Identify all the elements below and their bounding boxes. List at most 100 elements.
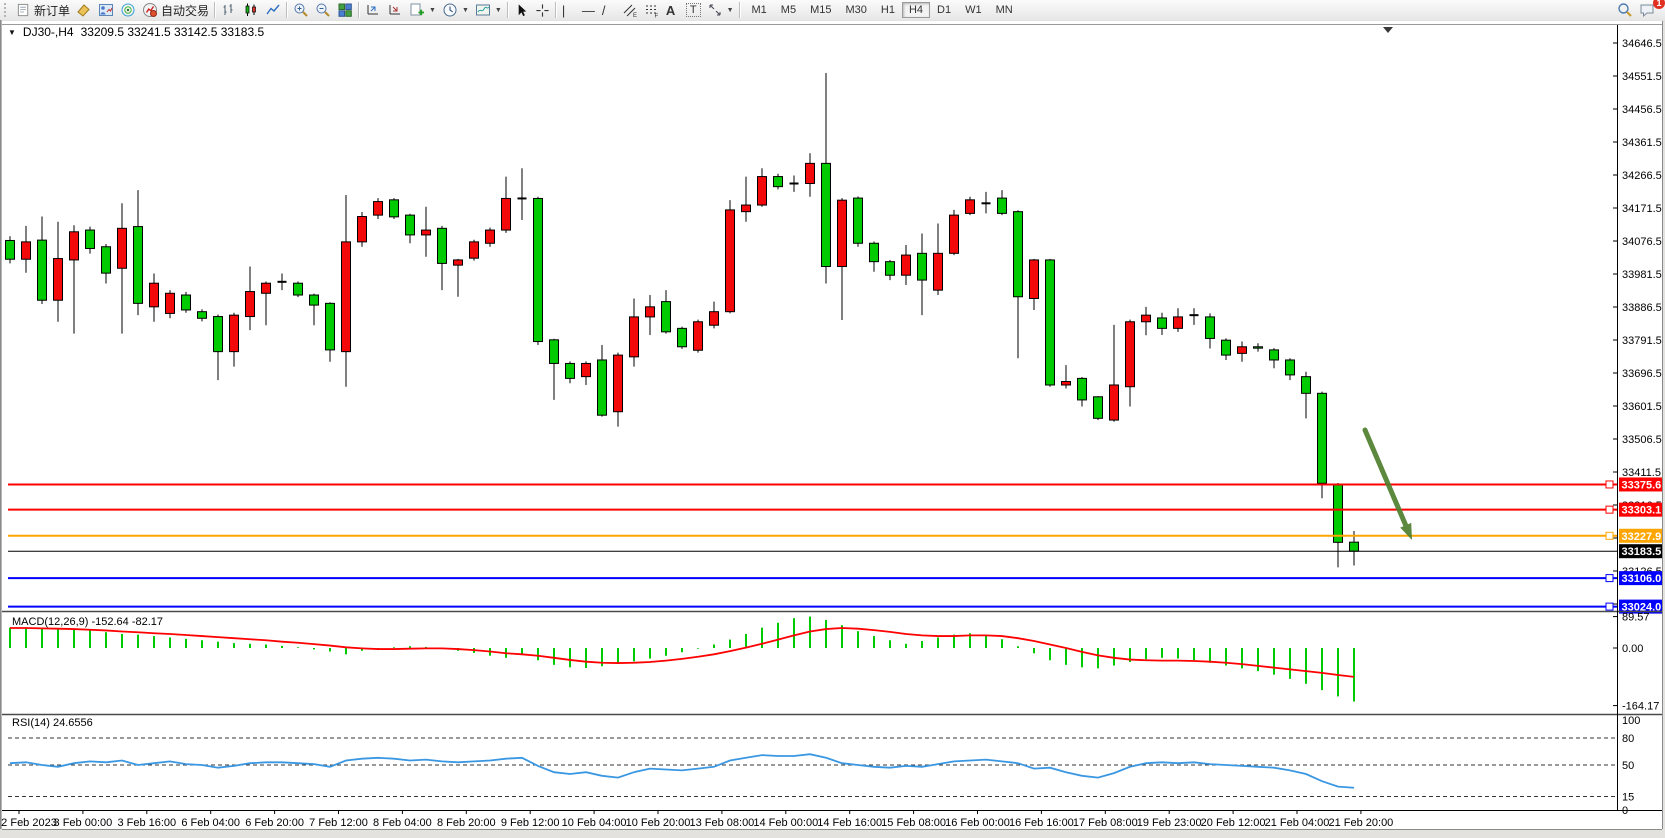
time-tick-label[interactable]: 9 Feb 12:00 — [501, 817, 560, 829]
candle — [469, 239, 479, 261]
toolbar: 新订单 自动交易 — [0, 0, 1665, 21]
new-chart-button[interactable]: ▼ — [406, 1, 439, 19]
bar-chart-mode-button[interactable] — [218, 1, 240, 19]
candle — [1253, 343, 1263, 352]
macd-scale-label: -164.17 — [1622, 701, 1659, 713]
time-tick-label[interactable]: 3 Feb 16:00 — [117, 817, 176, 829]
price-tick-label: 33981.5 — [1622, 269, 1662, 281]
time-tick-label[interactable]: 21 Feb 20:00 — [1328, 817, 1393, 829]
time-tick-label[interactable]: 17 Feb 08:00 — [1073, 817, 1138, 829]
toolbar-separator — [738, 2, 741, 18]
price-line-label: 33227.9 — [1622, 531, 1662, 543]
candle — [501, 176, 511, 233]
chart-shift-marker[interactable] — [1383, 27, 1393, 33]
candle — [949, 209, 959, 256]
timeframe-D1[interactable]: D1 — [937, 4, 952, 16]
time-tick-label[interactable]: 19 Feb 23:00 — [1137, 817, 1202, 829]
candle — [1125, 319, 1135, 407]
time-tick-label[interactable]: 16 Feb 16:00 — [1009, 817, 1074, 829]
auto-trading-label: 自动交易 — [161, 3, 210, 18]
crosshair-tool-button[interactable] — [532, 1, 553, 19]
cursor-tool-button[interactable] — [511, 1, 532, 19]
line-chart-mode-button[interactable] — [262, 1, 284, 19]
timeframe-M15[interactable]: M15 — [810, 4, 832, 16]
candle — [197, 309, 207, 322]
vertical-line-tool-button[interactable]: | — [561, 2, 566, 18]
timeframe-W1[interactable]: W1 — [965, 4, 982, 16]
trendline-tool-button[interactable]: / — [601, 2, 606, 18]
candle — [1285, 358, 1295, 381]
candle — [85, 226, 95, 254]
time-tick-label[interactable]: 3 Feb 00:00 — [54, 817, 113, 829]
symbol-dropdown-icon[interactable]: ▼ — [8, 27, 16, 37]
chart-shift-icon — [389, 5, 401, 15]
price-chart-canvas[interactable]: 34646.5 34551.5 34456.5 34361.5 34266.5 34171… — [0, 20, 1665, 838]
candle — [1045, 258, 1055, 387]
line-handle[interactable] — [1605, 602, 1614, 611]
line-handle[interactable] — [1605, 531, 1614, 540]
zoom-out-button[interactable] — [312, 1, 334, 19]
price-line-label-box — [1619, 477, 1662, 492]
fibonacci-icon: F — [645, 5, 658, 18]
text-label-tool-button[interactable]: T — [683, 1, 704, 19]
chart-shift-button[interactable] — [384, 1, 406, 19]
annotation-arrow[interactable] — [1362, 427, 1412, 540]
toolbar-grip[interactable] — [4, 3, 11, 17]
line-handle[interactable] — [1605, 505, 1614, 514]
rsi-scale-label: 80 — [1622, 733, 1634, 745]
zoom-in-button[interactable] — [290, 1, 312, 19]
time-tick-label[interactable]: 8 Feb 20:00 — [437, 817, 496, 829]
timeframe-M1[interactable]: M1 — [751, 4, 767, 16]
timeframe-M30[interactable]: M30 — [845, 4, 867, 16]
auto-scroll-button[interactable] — [362, 1, 384, 19]
candle — [821, 73, 831, 284]
search-button[interactable] — [1614, 1, 1636, 19]
notifications-button[interactable]: 1 — [1636, 0, 1665, 19]
time-tick-label[interactable]: 6 Feb 20:00 — [245, 817, 304, 829]
rsi-scale-label: 15 — [1622, 792, 1634, 804]
time-tick-label[interactable]: 10 Feb 04:00 — [562, 817, 627, 829]
time-tick-label[interactable]: 14 Feb 16:00 — [817, 817, 882, 829]
candle — [997, 190, 1007, 216]
auto-trading-button[interactable]: 自动交易 — [139, 1, 212, 19]
channel-tool-button[interactable]: E — [619, 1, 641, 19]
tile-windows-button[interactable] — [334, 1, 356, 19]
text-tool-button[interactable]: A — [665, 2, 676, 18]
time-tick-label[interactable]: 13 Feb 08:00 — [689, 817, 754, 829]
timeframe-M5[interactable]: M5 — [780, 4, 797, 16]
fibonacci-tool-button[interactable]: F — [641, 1, 663, 19]
bar-chart-icon — [223, 4, 233, 15]
time-tick-label[interactable]: 15 Feb 08:00 — [881, 817, 946, 829]
templates-button[interactable]: ▼ — [472, 1, 505, 19]
new-order-button[interactable]: 新订单 — [13, 1, 73, 19]
timeframe-H4[interactable]: H4 — [901, 2, 931, 18]
time-tick-label[interactable]: 10 Feb 20:00 — [626, 817, 691, 829]
trade-assistant-button[interactable] — [95, 1, 117, 19]
time-tick-label[interactable]: 21 Feb 04:00 — [1265, 817, 1330, 829]
time-tick-label[interactable]: 7 Feb 12:00 — [309, 817, 368, 829]
macd-scale-label: 89.57 — [1622, 612, 1650, 624]
horizontal-line-tool-button[interactable]: — — [581, 2, 595, 18]
clock-icon — [443, 3, 457, 17]
price-tick-label: 34646.5 — [1622, 38, 1662, 50]
candle — [1189, 308, 1199, 325]
time-tick-label[interactable]: 16 Feb 00:00 — [945, 817, 1010, 829]
arrows-tool-button[interactable]: ▼ — [704, 1, 737, 19]
time-tick-label[interactable]: 6 Feb 04:00 — [181, 817, 240, 829]
market-watch-button[interactable] — [73, 1, 95, 19]
candle — [1205, 313, 1215, 349]
timeframe-H1[interactable]: H1 — [880, 4, 895, 16]
time-tick-label[interactable]: 20 Feb 12:00 — [1201, 817, 1266, 829]
time-tick-label[interactable]: 8 Feb 04:00 — [373, 817, 432, 829]
candlestick-mode-button[interactable] — [240, 1, 262, 19]
line-chart-icon — [266, 4, 280, 15]
timeframe-MN[interactable]: MN — [995, 4, 1013, 16]
time-tick-label[interactable]: 2 Feb 2023 — [1, 817, 57, 829]
line-handle[interactable] — [1605, 574, 1614, 583]
time-tick-label[interactable]: 14 Feb 00:00 — [753, 817, 818, 829]
line-handle[interactable] — [1605, 480, 1614, 489]
periods-button[interactable]: ▼ — [439, 1, 472, 19]
price-tick-label: 33601.5 — [1622, 401, 1662, 413]
new-order-label: 新订单 — [34, 3, 71, 18]
signals-button[interactable] — [117, 1, 139, 19]
